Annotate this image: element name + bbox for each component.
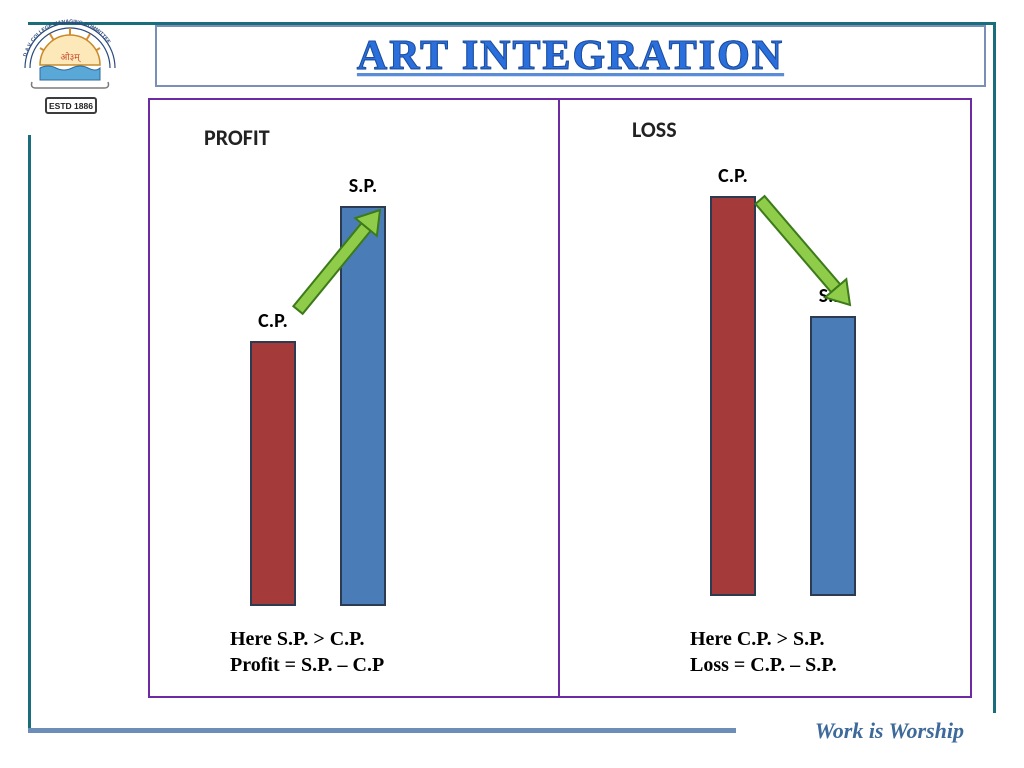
loss-panel: LOSSC.P.S.P.Here C.P. > S.P. Loss = C.P.… <box>560 100 970 696</box>
bar-sp <box>810 316 856 596</box>
page-title: ART INTEGRATION <box>357 32 784 80</box>
arrow-down-icon <box>745 185 865 320</box>
panel-title: PROFIT <box>204 124 270 151</box>
panel-caption: Here C.P. > S.P. Loss = C.P. – S.P. <box>690 626 837 678</box>
svg-text:ESTD 1886: ESTD 1886 <box>49 101 93 111</box>
left-frame-line <box>28 135 31 728</box>
college-logo: ओ३म् ESTD 1886 D.A.V. COLLEGE MANAGING C… <box>18 10 123 135</box>
profit-panel: PROFITC.P.S.P.Here S.P. > C.P. Profit = … <box>150 100 560 696</box>
panel-container: PROFITC.P.S.P.Here S.P. > C.P. Profit = … <box>148 98 972 698</box>
title-box: ART INTEGRATION <box>155 25 986 87</box>
bar-cp <box>250 341 296 606</box>
panel-caption: Here S.P. > C.P. Profit = S.P. – C.P <box>230 626 384 678</box>
footer-motto: Work is Worship <box>815 718 964 744</box>
arrow-up-icon <box>283 195 395 325</box>
svg-text:ओ३म्: ओ३म् <box>60 51 81 63</box>
panel-title: LOSS <box>632 116 677 143</box>
